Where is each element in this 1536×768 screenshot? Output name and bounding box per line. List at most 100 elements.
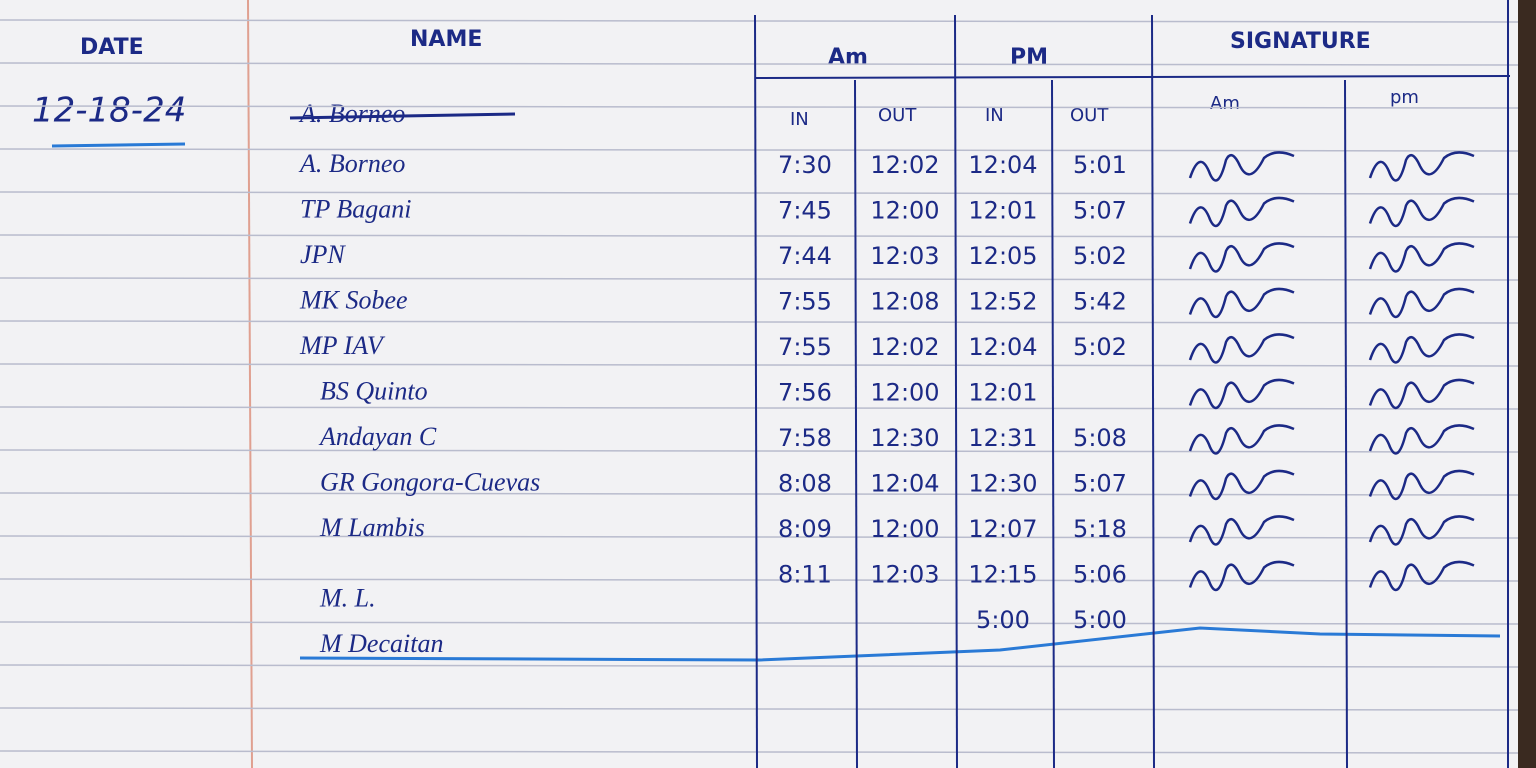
time-pm-out: 5:01: [1073, 151, 1127, 179]
time-pm-out: 5:18: [1073, 515, 1127, 543]
signature: [1368, 424, 1475, 455]
time-am-out: 12:08: [870, 288, 939, 316]
signature: [1368, 287, 1475, 319]
signature: [1188, 424, 1295, 455]
time-am-out: 12:00: [870, 379, 939, 407]
ruled-line: [0, 664, 1519, 668]
signature: [1368, 469, 1475, 501]
time-pm-in: 12:07: [968, 515, 1037, 543]
ruled-line: [0, 234, 1519, 238]
time-pm-in: 12:52: [968, 288, 1037, 316]
time-am-in: 8:09: [778, 515, 832, 543]
ruled-line: [0, 750, 1519, 754]
entries: A. Borneo 7:30 12:02 12:04 5:01 TP Bagani 7:45…: [298, 149, 1475, 658]
time-am-out: 12:02: [870, 333, 939, 361]
header-am-in: IN: [790, 109, 809, 130]
signature: [1188, 242, 1295, 273]
signature: [1368, 151, 1475, 182]
margin-line: [247, 0, 253, 768]
header-pm-out: OUT: [1070, 105, 1109, 126]
ruled-line: [0, 449, 1519, 453]
row-name: GR Gongora-Cuevas: [320, 467, 540, 496]
page-edge: [1518, 0, 1536, 768]
signature: [1188, 560, 1295, 592]
column-line: [1151, 14, 1155, 768]
time-pm-in: 12:31: [968, 424, 1037, 452]
time-am-out: 12:02: [870, 151, 939, 179]
header-sig-am: Am: [1210, 93, 1240, 114]
time-am-in: 8:08: [778, 470, 832, 498]
row-name: A. Borneo: [298, 149, 405, 178]
time-am-out: 12:03: [870, 242, 939, 270]
ruled-line: [0, 320, 1519, 324]
row-name: MP IAV: [299, 331, 386, 360]
time-am-out: 12:00: [870, 515, 939, 543]
time-am-in: 7:44: [778, 242, 832, 270]
ruled-line: [0, 707, 1519, 711]
time-pm-out: 5:07: [1073, 470, 1127, 498]
time-pm-out: 5:02: [1073, 242, 1127, 270]
row-name: BS Quinto: [320, 376, 428, 405]
row-name: Andayan C: [318, 422, 437, 451]
blue-divider: [299, 626, 1501, 662]
signature: [1368, 515, 1475, 546]
signature: [1188, 287, 1295, 319]
entry-date: 12-18-24: [32, 91, 186, 131]
time-pm-in: 12:01: [968, 379, 1037, 407]
time-pm-out: 5:42: [1073, 288, 1127, 316]
ruled-line: [0, 62, 1519, 66]
time-am-in: 7:58: [778, 424, 832, 452]
time-am-out: 12:04: [870, 470, 939, 498]
ruled-line: [0, 578, 1519, 582]
signature: [1368, 242, 1475, 273]
ruled-line: [0, 148, 1519, 152]
column-line: [854, 79, 858, 768]
time-pm-in: 12:04: [968, 333, 1037, 361]
signature: [1188, 196, 1295, 228]
ruled-line: [0, 621, 1519, 625]
column-line: [954, 14, 958, 768]
time-am-out: 12:03: [870, 561, 939, 589]
time-am-in: 8:11: [778, 561, 832, 589]
column-line: [754, 14, 758, 768]
ruled-line: [0, 406, 1519, 410]
ruled-line: [0, 492, 1519, 496]
column-line: [1344, 79, 1348, 768]
signature: [1188, 151, 1295, 182]
ruled-line: [0, 363, 1519, 367]
row-name: MK Sobee: [299, 285, 408, 314]
header-pm: PM: [1010, 45, 1048, 70]
header-name: NAME: [410, 27, 482, 52]
ruled-line: [0, 191, 1519, 195]
time-pm-out: 5:06: [1073, 561, 1127, 589]
header-signature: SIGNATURE: [1230, 29, 1371, 54]
header-rule: [754, 75, 1511, 79]
ruled-line: [0, 19, 1519, 23]
time-pm-out: 5:00: [1073, 606, 1127, 634]
time-am-out: 12:30: [870, 424, 939, 452]
ruled-line: [0, 535, 1519, 539]
time-pm-in: 12:05: [968, 242, 1037, 270]
time-am-in: 7:45: [778, 197, 832, 225]
ruled-line: [0, 277, 1519, 281]
header-am-out: OUT: [878, 105, 917, 126]
column-line: [1051, 79, 1055, 768]
signature: [1188, 378, 1295, 410]
time-pm-out: 5:02: [1073, 333, 1127, 361]
date-underline: [51, 142, 186, 148]
signature: [1368, 196, 1475, 228]
time-pm-in: 12:01: [968, 197, 1037, 225]
row-name: M Decaitan: [319, 629, 443, 658]
signature: [1188, 515, 1295, 546]
header-sig-pm: pm: [1390, 87, 1419, 108]
row-name: TP Bagani: [300, 194, 411, 223]
strike-through: [289, 112, 516, 120]
signature: [1188, 333, 1295, 364]
signature: [1368, 333, 1475, 364]
header-date: DATE: [80, 35, 144, 60]
struck-name: A. Borneo: [298, 99, 405, 128]
row-name: M. L.: [319, 583, 376, 612]
